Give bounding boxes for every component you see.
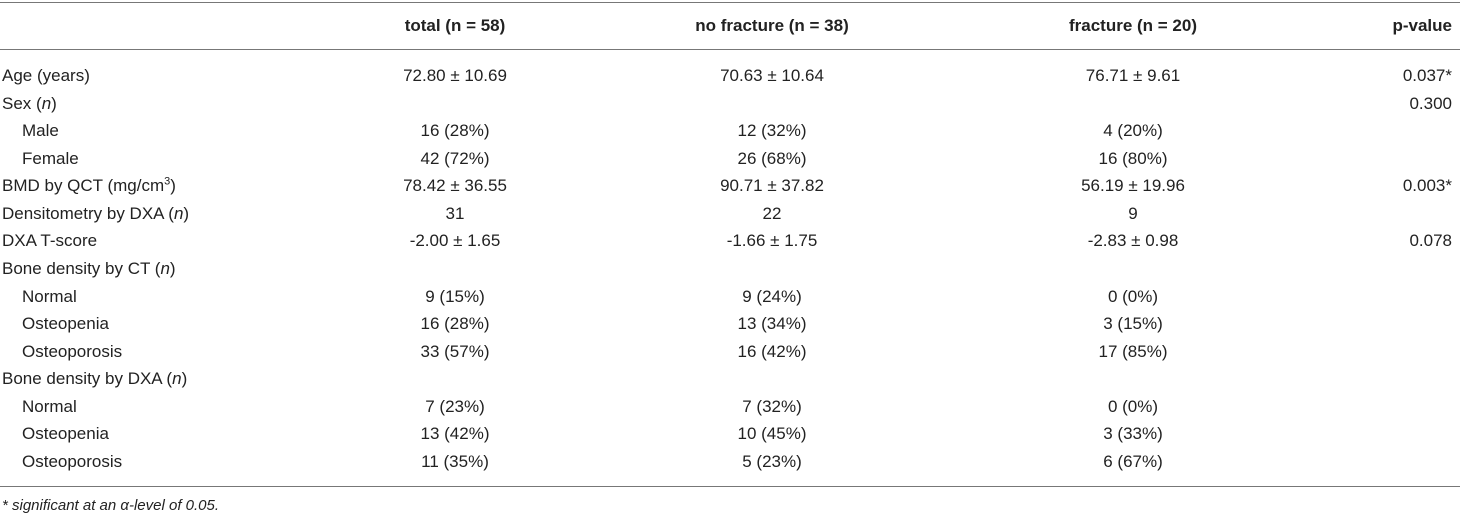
label-italic: n xyxy=(160,258,170,278)
label-text: Normal xyxy=(22,396,77,416)
table-cell: 5 (23%) xyxy=(742,451,802,471)
table-cell: 3 (15%) xyxy=(1103,314,1163,334)
top-rule xyxy=(0,2,1460,3)
label-text: ) xyxy=(183,203,190,223)
label-text: Osteoporosis xyxy=(22,451,123,471)
label-text: ) xyxy=(169,258,176,278)
row-label: Densitometry by DXA (n) xyxy=(2,204,189,224)
table-cell: 70.63 ± 10.64 xyxy=(720,66,824,85)
row-label: Age (years) xyxy=(2,66,90,86)
table-cell: 17 (85%) xyxy=(1098,341,1168,361)
row-label: Normal xyxy=(22,397,77,417)
footnote: * significant at an α-level of 0.05. xyxy=(2,497,220,514)
row-label: Bone density by DXA (n) xyxy=(2,369,187,389)
label-italic: n xyxy=(172,369,182,389)
table-cell: 56.19 ± 19.96 xyxy=(1081,176,1185,196)
label-text: Sex ( xyxy=(2,93,42,113)
table-cell: 16 (42%) xyxy=(737,341,807,361)
table-cell: 9 (24%) xyxy=(742,286,802,306)
column-header: fracture (n = 20) xyxy=(1068,16,1198,35)
row-label: Male xyxy=(22,121,59,141)
label-sup: 3 xyxy=(164,175,171,188)
row-label: Bone density by CT (n) xyxy=(2,259,176,279)
label-italic: n xyxy=(41,93,52,113)
table-cell: 16 (28%) xyxy=(420,121,490,141)
label-text: DXA T-score xyxy=(2,231,98,251)
row-label: Osteoporosis xyxy=(22,342,122,362)
row-label: Osteopenia xyxy=(22,424,109,444)
label-text: BMD by QCT (mg/cm xyxy=(2,176,165,196)
table-cell: 12 (32%) xyxy=(737,121,807,141)
row-label: Normal xyxy=(22,287,77,307)
table-cell: 16 (28%) xyxy=(420,314,490,334)
row-label: Osteoporosis xyxy=(22,452,122,472)
table-cell: 0 (0%) xyxy=(1107,286,1159,306)
label-italic: n xyxy=(173,203,184,223)
table-cell: 7 (32%) xyxy=(742,396,802,416)
table-cell: -2.83 ± 0.98 xyxy=(1087,231,1179,251)
row-label: DXA T-score xyxy=(2,231,97,251)
row-label: Osteopenia xyxy=(22,314,109,334)
table-cell: 33 (57%) xyxy=(420,341,490,361)
table-cell: 76.71 ± 9.61 xyxy=(1085,66,1181,85)
row-label: BMD by QCT (mg/cm3) xyxy=(2,176,176,196)
header-rule xyxy=(0,49,1460,50)
table-cell: -2.00 ± 1.65 xyxy=(409,231,501,251)
table-cell: 11 (35%) xyxy=(421,451,489,471)
table-cell: 13 (34%) xyxy=(737,314,807,334)
table-cell: 7 (23%) xyxy=(425,396,485,416)
table-cell: 26 (68%) xyxy=(737,148,807,168)
table-cell: 13 (42%) xyxy=(420,424,490,444)
label-text: ) xyxy=(181,369,188,389)
label-text: Female xyxy=(22,148,79,168)
table-cell: 3 (33%) xyxy=(1103,424,1163,444)
column-header: p-value xyxy=(1392,16,1452,35)
table-cell: 78.42 ± 36.55 xyxy=(403,176,507,196)
row-label: Sex (n) xyxy=(2,94,57,114)
table-cell: 0.078 xyxy=(1409,231,1452,251)
label-text: Osteoporosis xyxy=(22,341,123,361)
table-cell: 90.71 ± 37.82 xyxy=(720,176,824,196)
table-cell: 0.037* xyxy=(1402,66,1452,85)
label-text: Normal xyxy=(22,286,77,306)
column-header: no fracture (n = 38) xyxy=(695,16,849,35)
table-cell: 10 (45%) xyxy=(737,424,807,444)
table-cell: 0.300 xyxy=(1409,93,1452,113)
table-cell: 31 xyxy=(445,203,465,223)
table-cell: 9 (15%) xyxy=(425,286,485,306)
label-text: Male xyxy=(22,121,59,141)
table-cell: 0 (0%) xyxy=(1107,396,1159,416)
label-text: ) xyxy=(51,93,57,113)
label-text: Osteopenia xyxy=(22,424,109,444)
table-cell: 42 (72%) xyxy=(420,148,490,168)
row-label: Female xyxy=(22,149,79,169)
table-cell: 22 xyxy=(762,203,782,223)
label-text: ) xyxy=(170,176,176,196)
label-text: Osteopenia xyxy=(22,314,109,334)
table-cell: 0.003* xyxy=(1402,176,1452,196)
table-cell: 4 (20%) xyxy=(1103,121,1163,141)
table-cell: 16 (80%) xyxy=(1098,148,1168,168)
label-text: Bone density by DXA ( xyxy=(2,369,173,389)
table-cell: 72.80 ± 10.69 xyxy=(403,66,507,85)
label-text: Bone density by CT ( xyxy=(2,258,161,278)
bottom-rule xyxy=(0,486,1460,487)
label-text: Densitometry by DXA ( xyxy=(2,203,174,223)
table-cell: -1.66 ± 1.75 xyxy=(726,231,818,251)
table-cell: 9 xyxy=(1128,203,1138,223)
label-text: Age (years) xyxy=(2,66,90,85)
column-header: total (n = 58) xyxy=(404,16,506,35)
table-cell: 6 (67%) xyxy=(1103,451,1163,471)
